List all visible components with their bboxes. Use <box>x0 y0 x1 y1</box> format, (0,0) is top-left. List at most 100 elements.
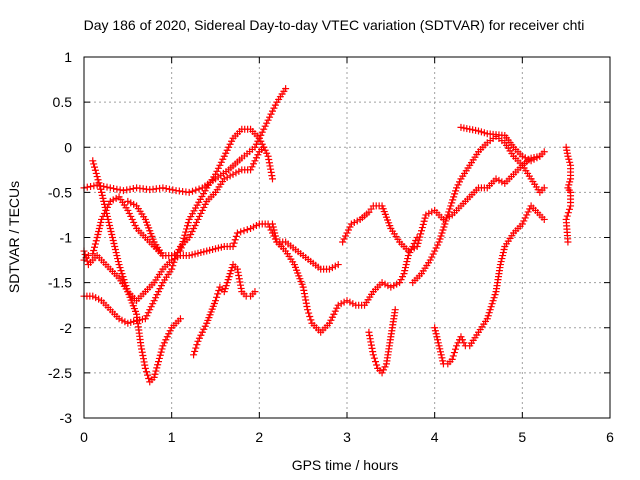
data-point <box>232 232 240 240</box>
data-point <box>370 354 378 362</box>
data-point <box>268 172 276 180</box>
data-point <box>565 205 573 213</box>
data-point <box>91 163 99 171</box>
data-point <box>448 199 456 207</box>
data-point <box>226 270 234 278</box>
data-point <box>228 137 236 145</box>
data-point <box>178 241 186 249</box>
data-point <box>300 290 308 298</box>
y-tick-labels: -3 -2.5 -2 -1.5 -1 -0.5 0 0.5 1 <box>48 49 72 426</box>
y-axis-title: SDTVAR / TECUs <box>6 181 22 293</box>
data-point <box>436 235 444 243</box>
data-point <box>436 345 444 353</box>
data-point <box>254 151 262 159</box>
x-tick-label: 0 <box>80 429 88 445</box>
data-point <box>373 361 381 369</box>
data-point <box>105 218 113 226</box>
data-point <box>98 188 106 196</box>
data-point <box>229 243 237 251</box>
data-point <box>366 331 374 339</box>
data-point <box>339 238 347 246</box>
data-point <box>252 154 260 162</box>
data-point <box>157 282 165 290</box>
data-point <box>198 206 206 214</box>
data-point <box>193 218 201 226</box>
data-point <box>95 227 103 235</box>
data-point <box>486 306 494 314</box>
data-point <box>130 218 138 226</box>
x-tick-label: 1 <box>168 429 176 445</box>
data-point <box>418 224 426 232</box>
data-point <box>103 183 111 191</box>
data-point <box>301 293 309 301</box>
data-point <box>485 309 493 317</box>
data-point <box>344 226 352 234</box>
data-point <box>258 128 266 136</box>
data-point <box>106 224 114 232</box>
data-point <box>216 161 224 169</box>
data-point <box>144 371 152 379</box>
data-point <box>195 212 203 220</box>
data-point <box>299 283 307 291</box>
chart-title: Day 186 of 2020, Sidereal Day-to-day VTE… <box>84 17 585 33</box>
data-point <box>307 316 315 324</box>
data-point <box>100 200 108 208</box>
data-point <box>151 370 159 378</box>
data-point <box>306 312 314 320</box>
data-point <box>451 190 459 198</box>
data-point <box>270 226 278 234</box>
data-series <box>365 306 399 377</box>
data-point <box>144 309 152 317</box>
data-point <box>119 273 127 281</box>
data-point <box>264 152 272 160</box>
data-point <box>434 339 442 347</box>
data-point <box>127 212 135 220</box>
data-point <box>103 209 111 217</box>
data-point <box>272 235 280 243</box>
data-point <box>231 236 239 244</box>
data-point <box>179 238 187 246</box>
data-point <box>271 101 279 109</box>
data-point <box>97 218 105 226</box>
data-point <box>431 247 439 255</box>
data-point <box>391 306 399 314</box>
y-tick-label: -3 <box>60 410 73 426</box>
data-point <box>83 257 91 265</box>
data-point <box>96 182 104 190</box>
data-point <box>95 179 103 187</box>
data-point <box>200 325 208 333</box>
data-point <box>404 255 412 263</box>
data-point <box>183 222 191 230</box>
data-point <box>106 221 114 229</box>
data-point <box>303 302 311 310</box>
data-point <box>177 244 185 252</box>
data-point <box>191 347 199 355</box>
data-point <box>366 335 374 343</box>
data-point <box>111 243 119 251</box>
data-point <box>140 358 148 366</box>
data-point <box>118 270 126 278</box>
data-point <box>94 230 102 238</box>
data-point <box>251 143 259 151</box>
data-point <box>429 250 437 258</box>
y-tick-label: 1 <box>64 49 72 65</box>
data-point <box>325 319 333 327</box>
data-point <box>90 246 98 254</box>
data-point <box>440 223 448 231</box>
data-point <box>197 331 205 339</box>
data-point <box>520 217 528 225</box>
data-point <box>223 279 231 287</box>
data-point <box>224 276 232 284</box>
data-series <box>80 85 290 196</box>
data-point <box>302 299 310 307</box>
data-point <box>421 214 429 222</box>
data-point <box>194 337 202 345</box>
data-point <box>195 185 203 193</box>
data-point <box>265 155 273 163</box>
axis-ticks <box>83 56 611 419</box>
data-point <box>567 202 575 210</box>
data-point <box>95 224 103 232</box>
data-point <box>268 107 276 115</box>
data-point <box>448 355 456 363</box>
data-point <box>101 203 109 211</box>
